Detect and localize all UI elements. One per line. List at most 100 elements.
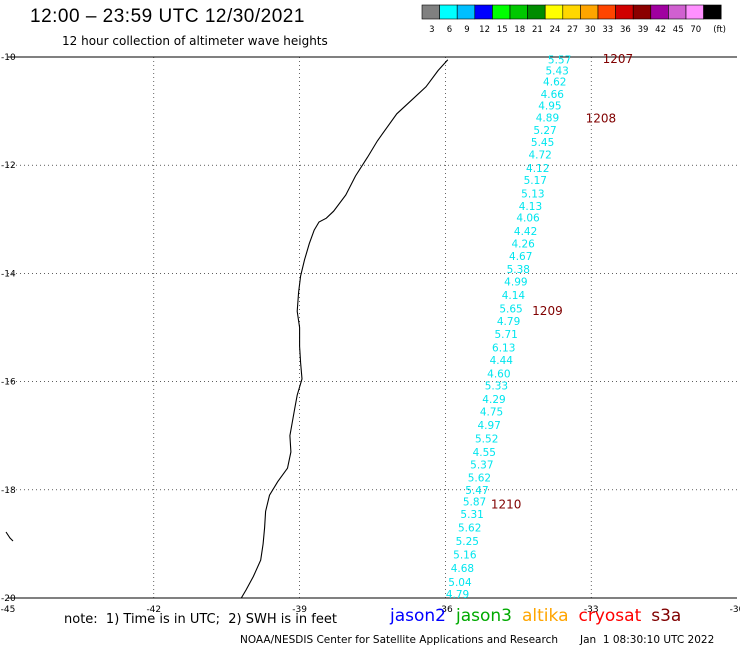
lon-tick-label: -30 [730, 605, 740, 615]
swh-value: 5.33 [485, 380, 508, 392]
legend-swatch [421, 4, 440, 20]
swh-value: 4.26 [511, 239, 535, 251]
satellite-name: s3a [651, 606, 682, 626]
swh-value: 5.25 [456, 536, 479, 548]
legend-label: 42 [655, 25, 666, 35]
swh-value: 5.43 [545, 66, 568, 78]
page-subtitle: 12 hour collection of altimeter wave hei… [62, 34, 328, 48]
swh-value: 4.97 [477, 420, 500, 432]
footer-note: note: 1) Time is in UTC; 2) SWH is in fe… [64, 612, 337, 627]
satellite-legend: jason2 jason3 altika cryosat s3a [390, 606, 691, 626]
swh-value: 6.13 [492, 343, 515, 355]
swh-value: 4.62 [543, 76, 566, 88]
lat-tick-label: -18 [1, 486, 16, 496]
swh-value: 4.68 [451, 563, 474, 575]
swh-value: 5.62 [468, 472, 491, 484]
time-labels: 1207 1208 1209 1210 [491, 52, 633, 511]
swh-value: 5.31 [460, 509, 483, 521]
lon-tick-label: -39 [292, 605, 307, 615]
swh-value: 5.45 [531, 137, 554, 149]
legend-label: 30 [585, 25, 596, 35]
legend-label: 45 [673, 25, 684, 35]
swh-value: 5.13 [521, 188, 544, 200]
legend-swatch [615, 4, 634, 20]
swh-value: 5.47 [465, 485, 488, 497]
swh-value: 5.65 [499, 304, 522, 316]
legend-label: 6 [447, 25, 452, 35]
legend-label: 18 [514, 25, 525, 35]
swh-value: 4.44 [490, 355, 514, 367]
island-outline [5, 531, 14, 542]
legend-swatch [456, 4, 476, 20]
swh-value: 4.55 [473, 447, 496, 459]
lon-tick-label: -36 [438, 605, 453, 615]
swh-value: 5.27 [533, 125, 556, 137]
legend-swatch [544, 4, 564, 20]
legend-label: 9 [464, 25, 469, 35]
legend-swatch [650, 4, 669, 20]
legend-swatch [668, 4, 687, 20]
swh-value: 5.62 [458, 523, 481, 535]
legend-label: 15 [497, 25, 508, 35]
legend-swatch [632, 4, 652, 20]
legend-label: 21 [532, 25, 543, 35]
lat-tick-label: -16 [1, 378, 16, 388]
generated-timestamp: Jan 1 08:30:10 UTC 2022 [580, 634, 715, 646]
credit-line: NOAA/NESDIS Center for Satellite Applica… [240, 634, 558, 646]
legend-swatch [527, 4, 546, 20]
swh-value: 4.75 [480, 406, 503, 418]
satellite-name: cryosat [578, 606, 642, 626]
swh-value: 5.17 [524, 175, 547, 187]
time-label: 1208 [586, 112, 617, 126]
time-label: 1207 [603, 52, 634, 66]
satellite-name: altika [522, 606, 569, 626]
legend-label: 33 [602, 25, 613, 35]
satellite-name: jason3 [456, 606, 512, 626]
legend-label: 24 [550, 25, 561, 35]
lat-tick-label: -10 [1, 53, 16, 63]
legend-swatch [597, 4, 616, 20]
coastline-path [240, 59, 449, 599]
legend-swatch [509, 4, 528, 20]
legend-swatch [439, 4, 458, 20]
swh-value: 5.16 [453, 550, 477, 562]
legend-swatch [492, 4, 511, 20]
swh-value: 4.29 [482, 394, 505, 406]
swh-value: 5.38 [507, 264, 530, 276]
swh-value: 4.14 [502, 290, 526, 302]
swh-value: 4.99 [504, 277, 527, 289]
lat-tick-label: -20 [1, 594, 16, 604]
lon-tick-label: -33 [584, 605, 599, 615]
swh-value: 4.79 [497, 316, 520, 328]
legend-swatch [562, 4, 581, 20]
swh-value: 4.13 [519, 201, 542, 213]
lat-tick-label: -12 [1, 161, 16, 171]
axis-ticks: -45 -42 -39 -36 -33 -30 -10 -12 -14 -16 -18 -20 [1, 53, 740, 615]
swh-value: 4.06 [516, 213, 540, 225]
legend-unit: (ft) [713, 25, 726, 35]
swh-value: 4.89 [536, 113, 559, 125]
swh-value: 4.79 [446, 589, 469, 601]
legend-label: 39 [638, 25, 649, 35]
swh-value: 5.57 [548, 55, 571, 67]
coastline [5, 59, 449, 599]
lon-tick-label: -45 [1, 605, 16, 615]
color-legend: 3 6 9 12 15 18 21 24 27 30 33 36 39 42 45 70 (ft) [421, 4, 726, 35]
swh-value: 5.52 [475, 433, 498, 445]
time-label: 1209 [532, 304, 563, 318]
satellite-track: 5.575.434.624.664.954.895.275.454.72 4.12… [446, 55, 571, 602]
legend-label: 70 [690, 25, 701, 35]
swh-value: 5.71 [494, 329, 517, 341]
swh-value: 4.12 [526, 163, 549, 175]
page-title: 12:00 – 23:59 UTC 12/30/2021 [30, 6, 305, 27]
time-label: 1210 [491, 497, 522, 511]
legend-swatch [703, 4, 722, 20]
legend-label: 3 [429, 25, 434, 35]
legend-swatch [685, 4, 704, 20]
legend-label: 12 [479, 25, 490, 35]
swh-value: 4.95 [538, 101, 561, 113]
swh-value: 5.04 [448, 577, 472, 589]
swh-value: 4.42 [514, 226, 537, 238]
legend-label: 27 [567, 25, 578, 35]
